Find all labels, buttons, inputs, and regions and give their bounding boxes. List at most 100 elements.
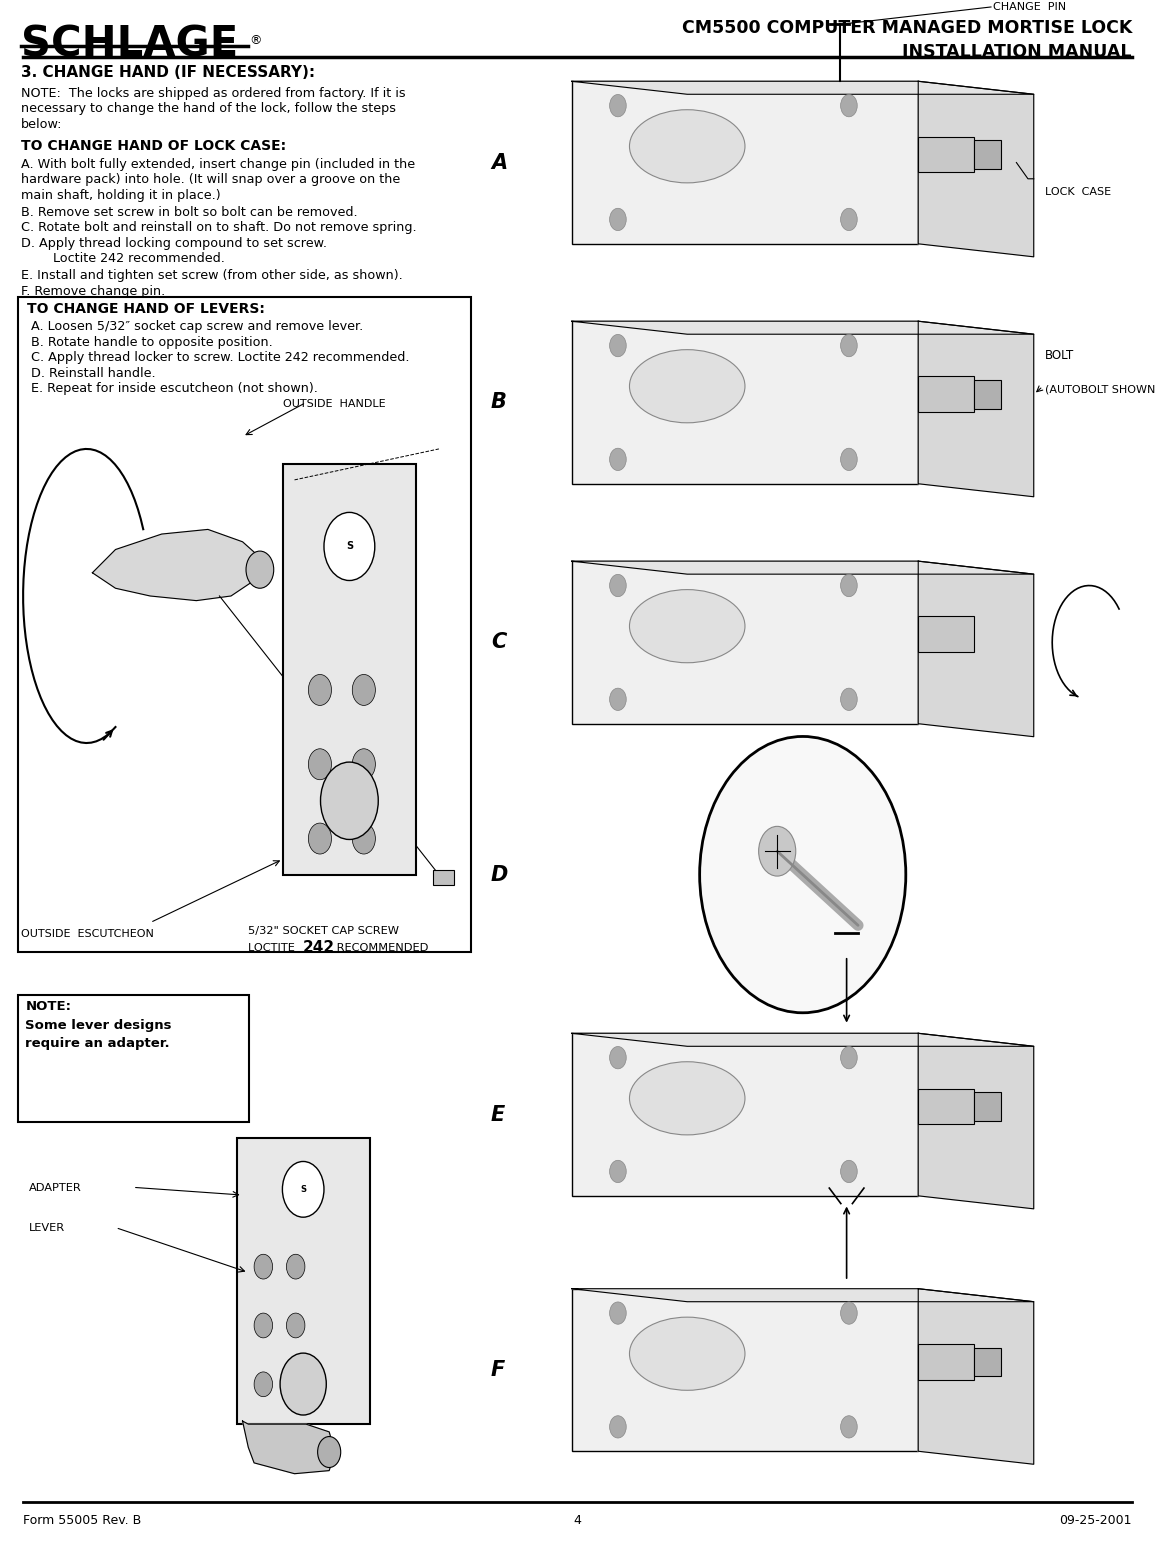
Text: INSTALLATION MANUAL: INSTALLATION MANUAL xyxy=(902,43,1132,62)
Polygon shape xyxy=(572,562,1034,574)
Text: A. Loosen 5/32″ socket cap screw and remove lever.: A. Loosen 5/32″ socket cap screw and rem… xyxy=(27,320,363,333)
Bar xyxy=(974,381,1001,409)
Text: C. Apply thread locker to screw. Loctite 242 recommended.: C. Apply thread locker to screw. Loctite… xyxy=(27,351,409,364)
Text: below:: below: xyxy=(21,118,62,130)
Circle shape xyxy=(700,737,906,1012)
Bar xyxy=(283,464,416,875)
Text: LEVER: LEVER xyxy=(29,1223,65,1232)
Text: SCHLAGE: SCHLAGE xyxy=(21,23,238,65)
Text: 5/32" SOCKET CAP SCREW: 5/32" SOCKET CAP SCREW xyxy=(248,926,400,935)
Text: 4: 4 xyxy=(574,1514,581,1526)
Text: E. Repeat for inside escutcheon (not shown).: E. Repeat for inside escutcheon (not sho… xyxy=(27,382,318,395)
Polygon shape xyxy=(918,80,1034,257)
Circle shape xyxy=(841,94,857,116)
Circle shape xyxy=(352,749,375,780)
Text: Form 55005 Rev. B: Form 55005 Rev. B xyxy=(23,1514,141,1526)
Text: A. With bolt fully extended, insert change pin (included in the: A. With bolt fully extended, insert chan… xyxy=(21,158,415,170)
Bar xyxy=(572,1288,918,1452)
Text: (AUTOBOLT SHOWN): (AUTOBOLT SHOWN) xyxy=(1045,384,1155,395)
Circle shape xyxy=(254,1313,273,1337)
Circle shape xyxy=(759,827,796,876)
Bar xyxy=(237,1138,370,1424)
Text: CM5500 COMPUTER MANAGED MORTISE LOCK: CM5500 COMPUTER MANAGED MORTISE LOCK xyxy=(681,19,1132,37)
Circle shape xyxy=(610,1046,626,1068)
Circle shape xyxy=(841,689,857,711)
Text: OUTSIDE  ESCUTCHEON: OUTSIDE ESCUTCHEON xyxy=(21,929,154,938)
Text: TO CHANGE HAND OF LOCK CASE:: TO CHANGE HAND OF LOCK CASE: xyxy=(21,139,286,153)
Text: main shaft, holding it in place.): main shaft, holding it in place.) xyxy=(21,189,221,201)
Polygon shape xyxy=(572,80,1034,94)
Circle shape xyxy=(308,675,331,706)
Circle shape xyxy=(286,1313,305,1337)
Circle shape xyxy=(841,334,857,356)
Text: 09-25-2001: 09-25-2001 xyxy=(1059,1514,1132,1526)
Bar xyxy=(918,376,974,412)
Text: D. Reinstall handle.: D. Reinstall handle. xyxy=(27,367,155,379)
Circle shape xyxy=(320,762,379,839)
Bar xyxy=(572,322,918,483)
Text: NOTE:: NOTE: xyxy=(25,1000,72,1012)
Circle shape xyxy=(841,209,857,231)
Circle shape xyxy=(841,1302,857,1324)
Circle shape xyxy=(841,1046,857,1068)
Circle shape xyxy=(286,1254,305,1279)
Bar xyxy=(918,1088,974,1124)
Ellipse shape xyxy=(629,110,745,183)
Text: necessary to change the hand of the lock, follow the steps: necessary to change the hand of the lock… xyxy=(21,102,396,115)
Text: S: S xyxy=(345,542,353,551)
Bar xyxy=(918,1344,974,1379)
Circle shape xyxy=(841,1161,857,1183)
Circle shape xyxy=(308,824,331,854)
Text: 3. CHANGE HAND (IF NECESSARY):: 3. CHANGE HAND (IF NECESSARY): xyxy=(21,65,315,80)
Circle shape xyxy=(318,1437,341,1468)
Bar xyxy=(433,870,454,885)
Text: Loctite 242 recommended.: Loctite 242 recommended. xyxy=(21,252,225,265)
Circle shape xyxy=(352,824,375,854)
Ellipse shape xyxy=(629,1062,745,1135)
Text: ®: ® xyxy=(249,34,262,46)
Bar xyxy=(572,80,918,243)
Bar xyxy=(974,1348,1001,1376)
Text: E. Install and tighten set screw (from other side, as shown).: E. Install and tighten set screw (from o… xyxy=(21,269,403,282)
Text: E: E xyxy=(491,1105,505,1124)
Text: B. Remove set screw in bolt so bolt can be removed.: B. Remove set screw in bolt so bolt can … xyxy=(21,206,357,218)
Ellipse shape xyxy=(629,1317,745,1390)
Bar xyxy=(572,562,918,724)
Text: D. Apply thread locking compound to set screw.: D. Apply thread locking compound to set … xyxy=(21,237,327,249)
Bar xyxy=(18,297,471,952)
Polygon shape xyxy=(918,562,1034,737)
Text: BOLT: BOLT xyxy=(1045,348,1074,362)
Bar xyxy=(918,136,974,172)
Polygon shape xyxy=(572,1034,1034,1046)
Circle shape xyxy=(610,1416,626,1438)
Bar xyxy=(918,616,974,652)
Circle shape xyxy=(610,1302,626,1324)
Ellipse shape xyxy=(629,350,745,423)
Circle shape xyxy=(610,209,626,231)
Circle shape xyxy=(841,1416,857,1438)
Text: require an adapter.: require an adapter. xyxy=(25,1037,170,1050)
Text: 242: 242 xyxy=(303,940,335,955)
Polygon shape xyxy=(243,1421,335,1474)
Text: B. Rotate handle to opposite position.: B. Rotate handle to opposite position. xyxy=(27,336,273,348)
Text: C. Rotate bolt and reinstall on to shaft. Do not remove spring.: C. Rotate bolt and reinstall on to shaft… xyxy=(21,221,417,234)
Circle shape xyxy=(610,334,626,356)
Polygon shape xyxy=(918,322,1034,497)
Text: F. Remove change pin.: F. Remove change pin. xyxy=(21,285,165,297)
Text: C: C xyxy=(491,633,506,652)
Bar xyxy=(974,141,1001,169)
Circle shape xyxy=(841,449,857,471)
Ellipse shape xyxy=(629,590,745,663)
Text: hardware pack) into hole. (It will snap over a groove on the: hardware pack) into hole. (It will snap … xyxy=(21,173,400,186)
Circle shape xyxy=(841,574,857,596)
Circle shape xyxy=(610,449,626,471)
Circle shape xyxy=(352,675,375,706)
Text: ADAPTER: ADAPTER xyxy=(29,1183,82,1192)
Circle shape xyxy=(280,1353,327,1415)
Circle shape xyxy=(323,512,374,580)
Text: Some lever designs: Some lever designs xyxy=(25,1019,172,1031)
Bar xyxy=(572,1034,918,1195)
Text: S: S xyxy=(300,1184,306,1194)
Polygon shape xyxy=(92,529,260,601)
Bar xyxy=(18,995,249,1122)
